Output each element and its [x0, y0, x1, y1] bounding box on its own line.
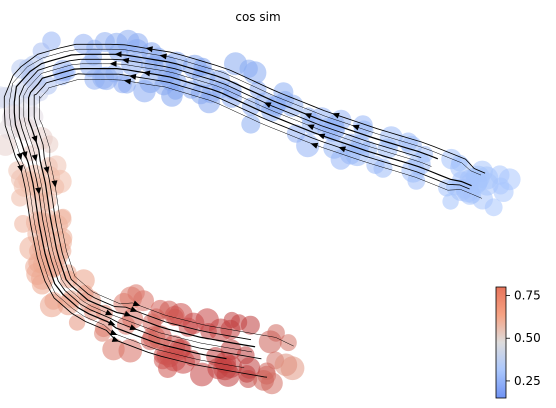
cell-point [127, 284, 145, 302]
streamline [33, 73, 470, 341]
streamline-arrowhead [107, 319, 116, 326]
cell-point [40, 135, 59, 153]
streamline-arrowhead [129, 324, 138, 331]
streamline-arrowhead [310, 142, 319, 149]
streamline-arrowhead [306, 124, 315, 131]
cell-point [59, 64, 76, 81]
streamline-arrowhead [17, 164, 24, 173]
streamline-arrowhead [159, 53, 167, 60]
streamline-arrowhead [145, 46, 153, 53]
cell-point [84, 303, 101, 321]
streamline-arrowhead [109, 329, 118, 335]
colorbar-gradient [495, 286, 507, 399]
streamline-arrowhead [16, 152, 23, 161]
cell-point [26, 192, 50, 216]
cell-point [11, 59, 31, 79]
streamline-arrowhead [263, 102, 272, 108]
streamline [28, 68, 472, 348]
cell-point [57, 293, 80, 316]
streamline-arrowhead [317, 133, 326, 140]
cell-point [49, 230, 72, 254]
cell-point [459, 169, 479, 189]
cell-point [10, 169, 31, 189]
colorbar: 0.25 0.50 0.75 [495, 286, 541, 399]
streamline-arrowhead [123, 310, 132, 317]
cell-point [55, 208, 72, 225]
cell-point [139, 70, 162, 94]
cell-point [0, 134, 17, 156]
streamline-arrowhead [142, 70, 151, 77]
streamline-arrowhead [31, 135, 38, 143]
cell-point [211, 80, 230, 99]
streamline-arrowhead [111, 336, 120, 342]
cell-point [261, 100, 283, 122]
streamline-arrowhead [128, 73, 137, 80]
cell-point [0, 86, 11, 109]
cell-point [14, 215, 32, 233]
cell-point [200, 323, 217, 340]
streamline-arrowhead [21, 151, 28, 159]
cell-point [345, 142, 370, 167]
cell-point [182, 312, 205, 335]
cell-point [279, 334, 297, 352]
chart-title: cos sim [235, 10, 280, 24]
cell-point [258, 330, 282, 354]
cell-point [274, 353, 298, 377]
colorbar-tick-label: 0.75 [514, 289, 541, 303]
cell-point [102, 338, 125, 361]
streamline [18, 58, 422, 360]
streamline-arrowhead [43, 166, 50, 174]
streamline [8, 48, 482, 368]
streamline-arrowhead [121, 57, 130, 64]
streamline [3, 43, 486, 378]
cell-point [94, 32, 115, 52]
cell-point [243, 61, 267, 85]
cell-point [141, 42, 162, 63]
cell-point [118, 338, 143, 363]
cell-point [48, 169, 72, 194]
cell-point [164, 305, 185, 326]
streamline-arrowhead [109, 60, 117, 67]
streamline-arrowhead [51, 180, 58, 188]
cell-point [39, 293, 64, 318]
colorbar-tick-label: 0.50 [514, 331, 541, 345]
streamline-arrowhead [352, 124, 360, 131]
streamline-arrowhead [132, 300, 141, 307]
streamline [23, 63, 432, 353]
cell-point [230, 314, 248, 331]
velocity-arrowheads [16, 46, 360, 342]
streamline-arrowhead [304, 113, 312, 119]
colorbar-tick-label: 0.25 [514, 374, 541, 388]
streamline-arrowhead [35, 187, 42, 195]
streamline-arrowhead [31, 154, 38, 162]
streamline-arrowhead [123, 78, 132, 85]
cell-point [241, 114, 261, 134]
cell-point [68, 314, 86, 331]
cell-point [32, 85, 49, 102]
streamline-arrowhead [332, 112, 340, 119]
streamline-arrowhead [105, 309, 113, 316]
cell-point [253, 370, 274, 391]
streamline-arrowhead [114, 51, 122, 58]
cell-point [116, 29, 140, 53]
streamline-arrowhead [338, 146, 347, 153]
cell-point [44, 260, 63, 278]
cell-point [29, 242, 46, 260]
streamline-arrowhead [130, 306, 138, 312]
